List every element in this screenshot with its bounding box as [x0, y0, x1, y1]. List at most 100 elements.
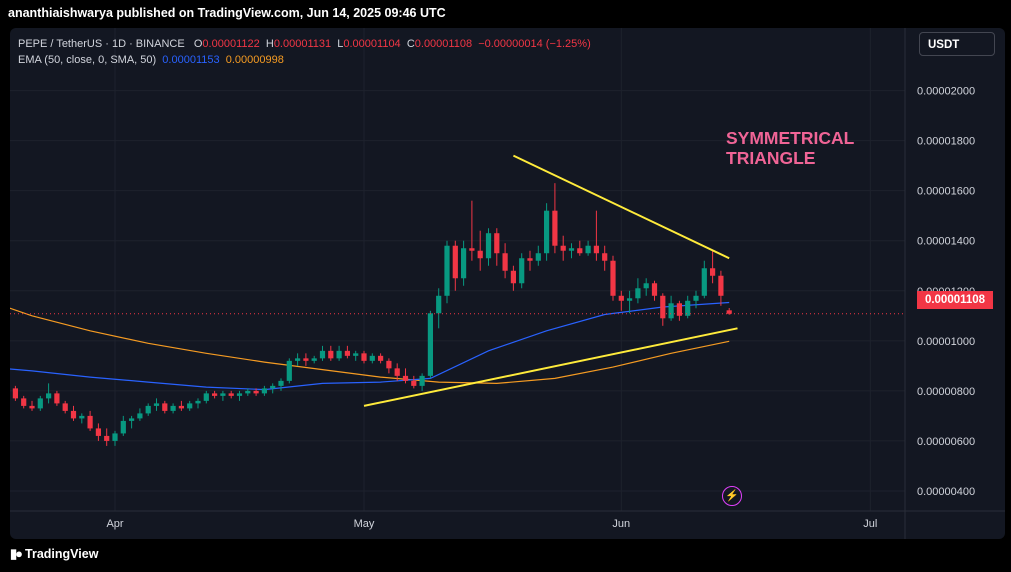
candle-body [228, 393, 234, 396]
candle-body [585, 245, 591, 254]
candle-body [79, 415, 85, 419]
candle-body [195, 400, 201, 404]
candle-body [203, 393, 209, 401]
candle-body [46, 393, 52, 399]
candle-body [510, 270, 516, 284]
y-tick-label: 0.00001600 [917, 186, 975, 198]
candle-body [286, 360, 292, 381]
candle-body [319, 350, 326, 359]
candle-body [361, 353, 367, 361]
candle-body [245, 390, 251, 394]
y-tick-label: 0.00001000 [917, 336, 975, 348]
candle-body [21, 398, 27, 406]
candle-body [427, 313, 433, 376]
candle-body [87, 415, 93, 429]
candle-body [344, 350, 350, 356]
y-tick-label: 0.00000400 [917, 486, 975, 498]
candle-body [602, 253, 608, 261]
candle-body [386, 360, 392, 369]
candle-body [527, 258, 533, 261]
candle-body [145, 405, 151, 414]
annotation-line-2: TRIANGLE [726, 148, 816, 168]
candle-body [411, 380, 417, 386]
high-value: 0.00001131 [273, 38, 332, 50]
close-label: C [406, 38, 415, 50]
chart-panel[interactable]: 0.00002000 0.00001800 0.00001600 0.00001400… [10, 28, 1005, 539]
sma-value: 0.00000998 [225, 54, 284, 66]
candle-body [54, 393, 60, 404]
candle-body [278, 380, 284, 386]
x-tick-label: Jun [612, 518, 630, 530]
candle-body [295, 358, 301, 361]
candle-body [718, 275, 724, 296]
pattern-annotation: SYMMETRICAL TRIANGLE [726, 128, 854, 168]
candle-body [129, 418, 135, 421]
candle-body [519, 258, 525, 284]
candle-body [212, 393, 218, 396]
candle-body [236, 393, 243, 396]
candle-body [261, 388, 267, 394]
candle-body [444, 245, 450, 296]
candle-body [668, 303, 674, 319]
candle-body [643, 283, 649, 289]
candle-body [568, 248, 575, 251]
low-label: L [337, 38, 344, 50]
candle-body [62, 403, 68, 411]
publisher-caption: ananthiaishwarya published on TradingVie… [8, 6, 446, 20]
sma-line [10, 307, 730, 385]
y-tick-label: 0.00000600 [917, 436, 975, 448]
candle-body [402, 375, 409, 381]
chart-legend: PEPE / TetherUS · 1D · BINANCE O 0.000011… [18, 36, 591, 68]
candle-body [436, 295, 442, 314]
candle-body [577, 248, 583, 254]
candle-body [676, 303, 682, 316]
candle-body [535, 253, 541, 261]
candle-body [353, 353, 359, 356]
candle-body [29, 405, 35, 409]
y-tick-label: 0.00001800 [917, 136, 975, 148]
candle-body [253, 390, 259, 394]
candle-body [685, 300, 691, 316]
y-tick-label: 0.00000800 [917, 386, 975, 398]
candle-body [660, 295, 666, 319]
candle-body [170, 405, 176, 411]
candle-body [544, 210, 550, 254]
candle-body [560, 245, 566, 251]
close-value: 0.00001108 [414, 38, 473, 50]
candle-body [153, 403, 160, 406]
x-tick-label: May [354, 518, 375, 530]
candle-body [452, 245, 458, 279]
high-label: H [265, 38, 274, 50]
annotation-line-1: SYMMETRICAL [726, 128, 855, 148]
candle-body [336, 350, 342, 359]
ema-label[interactable]: EMA (50, close, 0, SMA, 50) [18, 54, 157, 66]
ohlc-row: PEPE / TetherUS · 1D · BINANCE O 0.000011… [18, 36, 591, 52]
ema-value: 0.00001153 [162, 54, 220, 66]
open-label: O [193, 38, 203, 50]
ema-line [10, 301, 730, 391]
candle-body [627, 298, 633, 301]
symbol-label[interactable]: PEPE / TetherUS · 1D · BINANCE [18, 38, 185, 50]
candle-body [328, 350, 334, 359]
candle-body [477, 250, 483, 259]
candle-body [70, 410, 77, 419]
brand-name: TradingView [25, 547, 99, 561]
candle-body [137, 413, 143, 419]
candle-body [635, 288, 641, 299]
candle-body [104, 435, 110, 441]
ema-row: EMA (50, close, 0, SMA, 50) 0.00001153 0… [18, 52, 591, 68]
currency-button[interactable]: USDT [919, 32, 995, 56]
candle-body [552, 210, 558, 246]
candle-body [120, 420, 126, 434]
y-tick-label: 0.00002000 [917, 86, 975, 98]
price-chart[interactable]: 0.00002000 0.00001800 0.00001600 0.00001400… [10, 28, 1005, 539]
y-tick-label: 0.00001400 [917, 236, 975, 248]
candle-body [311, 358, 317, 361]
candle-body [12, 388, 18, 399]
candle-body [270, 385, 276, 389]
candle-body [303, 358, 309, 361]
candle-body [701, 268, 707, 296]
candle-body [378, 355, 384, 361]
lightning-icon[interactable]: ⚡ [722, 486, 742, 506]
candle-body [187, 403, 193, 409]
